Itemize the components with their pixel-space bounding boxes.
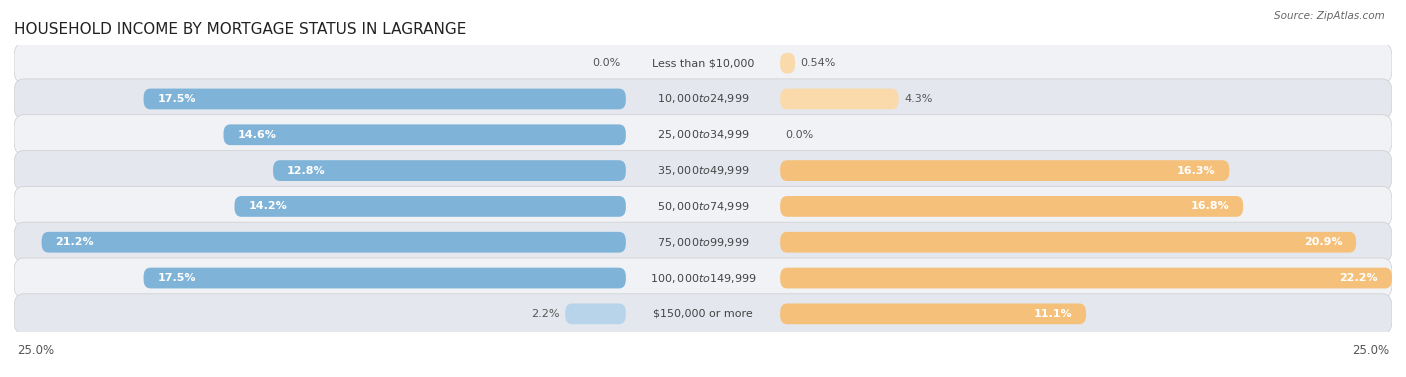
FancyBboxPatch shape xyxy=(780,232,1357,253)
Text: 0.54%: 0.54% xyxy=(800,58,837,68)
Text: $75,000 to $99,999: $75,000 to $99,999 xyxy=(657,236,749,249)
Text: 11.1%: 11.1% xyxy=(1033,309,1073,319)
FancyBboxPatch shape xyxy=(14,222,1392,262)
FancyBboxPatch shape xyxy=(14,258,1392,298)
Text: 2.2%: 2.2% xyxy=(531,309,560,319)
Text: 25.0%: 25.0% xyxy=(1353,344,1389,357)
Text: 16.3%: 16.3% xyxy=(1177,166,1216,176)
Text: $150,000 or more: $150,000 or more xyxy=(654,309,752,319)
FancyBboxPatch shape xyxy=(273,160,626,181)
Text: 12.8%: 12.8% xyxy=(287,166,326,176)
Text: 4.3%: 4.3% xyxy=(904,94,932,104)
Text: $35,000 to $49,999: $35,000 to $49,999 xyxy=(657,164,749,177)
Text: $10,000 to $24,999: $10,000 to $24,999 xyxy=(657,92,749,106)
Text: 14.2%: 14.2% xyxy=(249,201,287,211)
FancyBboxPatch shape xyxy=(14,115,1392,155)
FancyBboxPatch shape xyxy=(224,124,626,145)
Text: 21.2%: 21.2% xyxy=(55,237,94,247)
Text: HOUSEHOLD INCOME BY MORTGAGE STATUS IN LAGRANGE: HOUSEHOLD INCOME BY MORTGAGE STATUS IN L… xyxy=(14,22,467,37)
FancyBboxPatch shape xyxy=(143,268,626,288)
FancyBboxPatch shape xyxy=(780,160,1229,181)
Text: $100,000 to $149,999: $100,000 to $149,999 xyxy=(650,271,756,285)
FancyBboxPatch shape xyxy=(42,232,626,253)
FancyBboxPatch shape xyxy=(14,43,1392,83)
FancyBboxPatch shape xyxy=(780,196,1243,217)
Text: 0.0%: 0.0% xyxy=(786,130,814,140)
FancyBboxPatch shape xyxy=(14,79,1392,119)
Text: $25,000 to $34,999: $25,000 to $34,999 xyxy=(657,128,749,141)
FancyBboxPatch shape xyxy=(565,303,626,324)
Text: 17.5%: 17.5% xyxy=(157,273,195,283)
FancyBboxPatch shape xyxy=(14,294,1392,334)
Text: 17.5%: 17.5% xyxy=(157,94,195,104)
FancyBboxPatch shape xyxy=(14,150,1392,191)
FancyBboxPatch shape xyxy=(143,89,626,109)
FancyBboxPatch shape xyxy=(235,196,626,217)
FancyBboxPatch shape xyxy=(780,268,1392,288)
FancyBboxPatch shape xyxy=(780,53,794,74)
Text: Less than $10,000: Less than $10,000 xyxy=(652,58,754,68)
Text: 20.9%: 20.9% xyxy=(1303,237,1343,247)
FancyBboxPatch shape xyxy=(780,303,1085,324)
Text: Source: ZipAtlas.com: Source: ZipAtlas.com xyxy=(1274,11,1385,21)
Text: 25.0%: 25.0% xyxy=(17,344,53,357)
Text: $50,000 to $74,999: $50,000 to $74,999 xyxy=(657,200,749,213)
FancyBboxPatch shape xyxy=(780,89,898,109)
Text: 0.0%: 0.0% xyxy=(592,58,620,68)
Text: 14.6%: 14.6% xyxy=(238,130,276,140)
Text: 16.8%: 16.8% xyxy=(1191,201,1229,211)
Text: 22.2%: 22.2% xyxy=(1340,273,1378,283)
FancyBboxPatch shape xyxy=(14,186,1392,227)
